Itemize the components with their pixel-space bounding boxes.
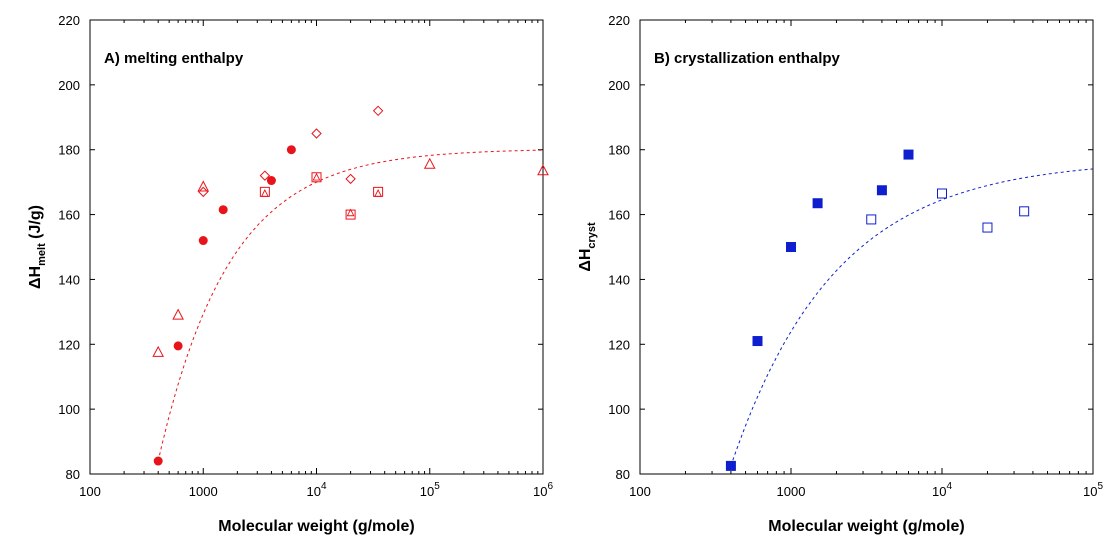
y-tick-label: 100	[608, 402, 630, 417]
data-series-open-square	[259, 172, 384, 220]
data-point	[312, 172, 321, 181]
data-series-open-triangle	[152, 157, 549, 357]
data-point	[372, 105, 384, 117]
x-axis-title: Molecular weight (g/mole)	[218, 518, 414, 535]
data-point	[725, 460, 736, 471]
data-point	[198, 186, 209, 198]
data-point	[903, 149, 914, 160]
data-series-filled-circle	[153, 145, 296, 466]
fit-curve	[730, 168, 1094, 467]
data-point	[982, 222, 993, 233]
plot-frame	[639, 19, 1094, 475]
panel-title: B) crystallization enthalpy	[654, 50, 841, 67]
x-tick-label: 104	[932, 481, 952, 499]
data-point	[345, 209, 356, 220]
y-tick-label: 140	[58, 272, 80, 287]
data-point	[866, 214, 877, 225]
x-tick-label: 105	[1083, 481, 1103, 499]
x-tick-label: 1000	[189, 484, 218, 499]
x-tick-label: 106	[533, 481, 553, 499]
y-tick-label: 160	[608, 208, 630, 223]
data-series-open-square	[866, 188, 1030, 233]
data-point	[876, 185, 887, 196]
chart-panel-a: 80 100 120 140 160 180 200 220 100 1000 104 105 106 A…	[27, 13, 553, 535]
fit-curve	[157, 149, 543, 462]
data-point	[937, 188, 947, 199]
data-point	[266, 176, 276, 186]
data-point	[153, 456, 163, 466]
data-point	[152, 345, 165, 357]
data-point	[345, 173, 356, 185]
data-point	[198, 236, 208, 246]
data-point	[259, 170, 271, 181]
x-tick-label: 104	[306, 481, 326, 499]
y-tick-label: 180	[58, 143, 80, 158]
y-tick-label: 120	[58, 337, 80, 352]
x-tick-label: 1000	[777, 484, 806, 499]
data-series-open-triangle-small	[260, 172, 383, 217]
x-tick-label: 100	[629, 484, 651, 499]
data-point	[172, 308, 184, 320]
y-tick-label: 220	[608, 13, 630, 28]
y-tick-label: 220	[58, 13, 80, 28]
data-point	[423, 157, 436, 169]
data-point	[218, 205, 228, 215]
plot-frame	[89, 19, 544, 475]
data-point	[373, 186, 384, 197]
data-point	[311, 128, 322, 139]
data-point	[286, 145, 296, 155]
y-axis-title: ΔHmelt (J/g)	[27, 205, 48, 289]
data-point	[260, 188, 269, 197]
data-point	[173, 341, 183, 351]
y-tick-label: 80	[66, 467, 80, 482]
y-tick-label: 100	[58, 402, 80, 417]
data-point	[1019, 206, 1030, 217]
x-tick-label: 105	[420, 481, 440, 499]
data-point	[259, 186, 270, 197]
y-tick-label: 200	[608, 78, 630, 93]
data-point	[752, 336, 763, 347]
chart-panel-b: 80 100 120 140 160 180 200 220 100 1000 104 105 B) c…	[577, 13, 1103, 535]
y-tick-label: 140	[608, 272, 630, 287]
data-point	[812, 198, 823, 209]
data-point	[311, 172, 322, 183]
data-point	[537, 164, 549, 176]
data-series-open-diamond	[198, 105, 384, 198]
y-tick-label: 80	[616, 467, 630, 482]
panel-title: A) melting enthalpy	[104, 50, 244, 67]
x-tick-label: 100	[79, 484, 101, 499]
y-axis-title: ΔHcryst	[577, 222, 598, 272]
data-point	[374, 188, 383, 197]
data-point	[786, 242, 796, 252]
x-axis-title: Molecular weight (g/mole)	[768, 518, 964, 535]
data-point	[197, 180, 210, 192]
y-tick-label: 200	[58, 78, 80, 93]
data-series-filled-square	[725, 149, 914, 471]
data-point	[346, 208, 355, 217]
y-tick-label: 120	[608, 337, 630, 352]
y-tick-label: 160	[58, 208, 80, 223]
y-tick-label: 180	[608, 143, 630, 158]
